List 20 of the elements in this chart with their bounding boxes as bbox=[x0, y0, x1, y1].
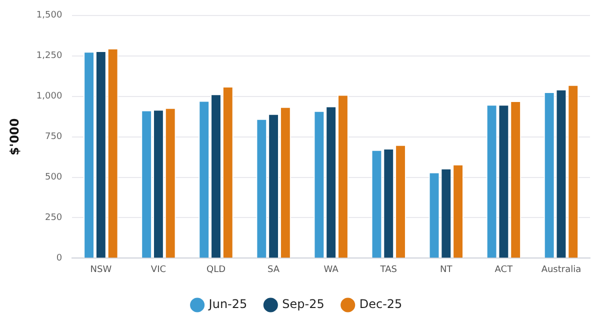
y-tick-label: 750 bbox=[44, 132, 62, 142]
x-tick-label: ACT bbox=[494, 264, 514, 275]
x-tick-label: VIC bbox=[150, 264, 166, 275]
legend-label: Jun-25 bbox=[208, 297, 248, 312]
y-tick-label: 1,000 bbox=[36, 92, 62, 102]
x-tick-label: SA bbox=[268, 264, 280, 275]
x-tick-label: NSW bbox=[90, 264, 112, 275]
y-tick-label: 0 bbox=[56, 254, 62, 264]
x-tick-label: WA bbox=[324, 264, 340, 275]
x-tick-label: Australia bbox=[541, 264, 582, 275]
x-tick-label: NT bbox=[440, 264, 453, 275]
x-tick-label: TAS bbox=[379, 264, 398, 275]
y-tick-label: 1,250 bbox=[36, 51, 62, 62]
y-axis-title: $'000 bbox=[7, 118, 22, 156]
y-tick-label: 500 bbox=[44, 172, 62, 183]
x-tick-label: QLD bbox=[206, 264, 226, 275]
y-tick-label: 250 bbox=[44, 213, 62, 224]
y-tick-label: 1,500 bbox=[36, 10, 62, 21]
legend-label: Sep-25 bbox=[282, 297, 324, 312]
legend-label: Dec-25 bbox=[359, 297, 402, 312]
